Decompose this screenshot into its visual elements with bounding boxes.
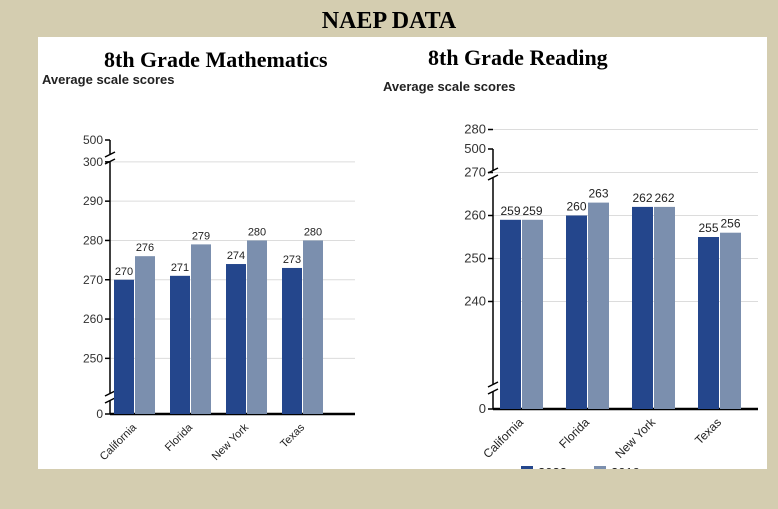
math-y-tick-label: 260 bbox=[83, 312, 103, 326]
math-x-tick-label: New York bbox=[210, 421, 252, 463]
reading-bar-2022-california bbox=[500, 219, 521, 409]
math-data-label: 271 bbox=[171, 262, 189, 274]
reading-axis-break-mark bbox=[487, 174, 499, 181]
reading-legend-label: 2022 bbox=[538, 465, 567, 469]
reading-y-axis-title: Average scale scores bbox=[383, 79, 516, 94]
reading-y-tick-label: 240 bbox=[464, 294, 486, 309]
reading-bar-2022-texas bbox=[698, 237, 719, 409]
reading-data-label: 259 bbox=[500, 204, 520, 218]
charts-panel: 8th Grade Mathematics Average scale scor… bbox=[38, 37, 767, 469]
math-y-tick-label: 280 bbox=[83, 233, 103, 247]
reading-data-label: 256 bbox=[720, 217, 740, 231]
math-data-label: 280 bbox=[248, 226, 266, 238]
math-bar-2019-texas bbox=[303, 240, 323, 414]
reading-y-tick-label: 0 bbox=[479, 401, 486, 416]
reading-bar-2019-new-york bbox=[654, 206, 675, 409]
reading-bar-2022-new-york bbox=[632, 206, 653, 409]
reading-bar-2019-california bbox=[522, 219, 543, 409]
math-axis-break-mark bbox=[104, 390, 116, 397]
math-data-label: 276 bbox=[136, 242, 154, 254]
math-axis-break-mark bbox=[104, 397, 116, 404]
reading-y-tick-label: 280 bbox=[464, 122, 486, 137]
math-bar-2019-california bbox=[135, 256, 155, 414]
math-bar-2022-new-york bbox=[226, 264, 246, 414]
math-bar-2022-california bbox=[114, 279, 134, 414]
math-data-label: 273 bbox=[283, 254, 301, 266]
reading-x-tick-label: Texas bbox=[692, 415, 724, 447]
reading-data-label: 262 bbox=[654, 191, 674, 205]
reading-x-tick-label: New York bbox=[612, 415, 658, 461]
math-bar-2019-new-york bbox=[247, 240, 267, 414]
math-chart: 0250260270280290300500270276California27… bbox=[83, 133, 355, 463]
math-chart-title: 8th Grade Mathematics bbox=[104, 47, 328, 72]
reading-y-tick-label: 260 bbox=[464, 208, 486, 223]
math-data-label: 280 bbox=[304, 226, 322, 238]
math-y-tick-label: 500 bbox=[83, 133, 103, 147]
reading-bar-2022-florida bbox=[566, 215, 587, 409]
reading-axis-break-mark bbox=[487, 388, 499, 395]
math-y-tick-label: 250 bbox=[83, 351, 103, 365]
reading-data-label: 259 bbox=[522, 204, 542, 218]
reading-data-label: 262 bbox=[632, 191, 652, 205]
math-x-tick-label: Texas bbox=[278, 421, 307, 450]
math-data-label: 274 bbox=[227, 250, 245, 262]
math-y-tick-label: 300 bbox=[83, 155, 103, 169]
math-bar-2019-florida bbox=[191, 244, 211, 414]
math-y-axis-title: Average scale scores bbox=[42, 72, 175, 87]
math-bar-2022-florida bbox=[170, 275, 190, 414]
reading-chart-title: 8th Grade Reading bbox=[428, 45, 608, 70]
math-bar-2022-texas bbox=[282, 267, 302, 414]
reading-y-tick-label: 500 bbox=[464, 141, 486, 156]
math-axis-break-mark bbox=[104, 151, 116, 158]
math-y-tick-label: 290 bbox=[83, 194, 103, 208]
math-y-tick-label: 0 bbox=[96, 407, 103, 421]
math-x-tick-label: Florida bbox=[163, 421, 196, 454]
reading-x-tick-label: California bbox=[480, 415, 526, 461]
reading-y-tick-label: 250 bbox=[464, 251, 486, 266]
reading-legend-label: 2019 bbox=[611, 465, 640, 469]
reading-legend-swatch-2019 bbox=[594, 466, 606, 469]
reading-data-label: 255 bbox=[698, 221, 718, 235]
page-title: NAEP DATA bbox=[321, 8, 457, 34]
math-data-label: 270 bbox=[115, 266, 133, 278]
math-y-tick-label: 270 bbox=[83, 273, 103, 287]
reading-x-tick-label: Florida bbox=[556, 415, 592, 451]
reading-data-label: 260 bbox=[566, 200, 586, 214]
reading-bar-2019-florida bbox=[588, 202, 609, 409]
reading-axis-break-mark bbox=[487, 381, 499, 388]
reading-y-tick-label: 270 bbox=[464, 165, 486, 180]
math-data-label: 279 bbox=[192, 230, 210, 242]
reading-data-label: 263 bbox=[588, 187, 608, 201]
reading-legend-swatch-2022 bbox=[521, 466, 533, 469]
math-x-tick-label: California bbox=[98, 421, 140, 463]
reading-bar-2019-texas bbox=[720, 232, 741, 409]
